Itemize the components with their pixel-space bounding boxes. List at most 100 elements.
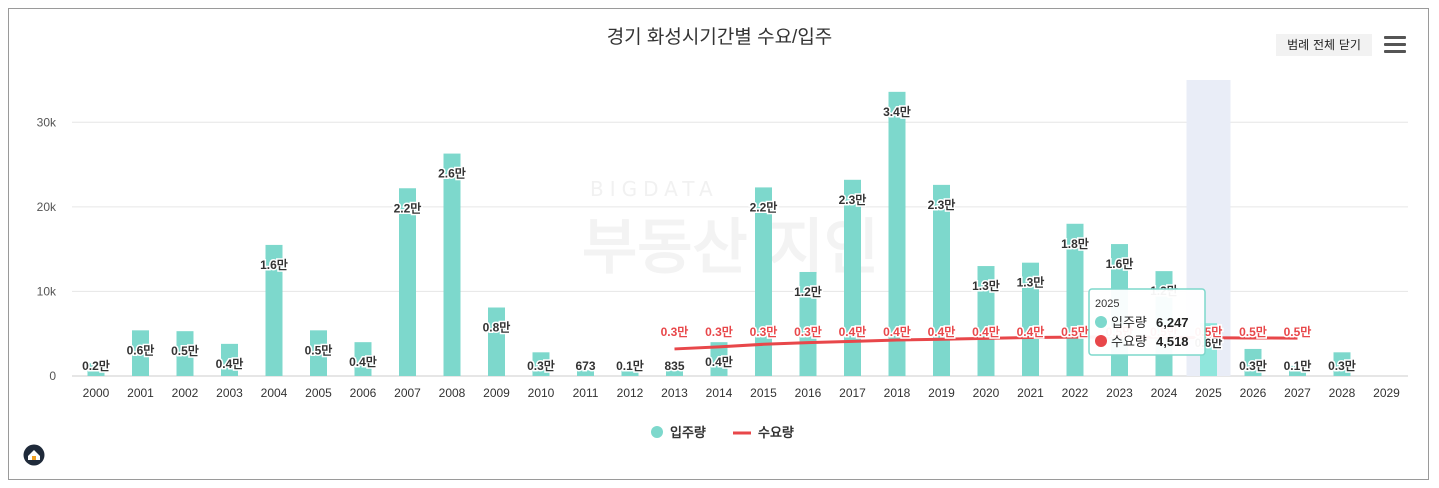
bar-2014[interactable] xyxy=(710,342,728,376)
x-tick-label: 2020 xyxy=(973,386,1000,400)
bar-2003[interactable] xyxy=(221,343,238,376)
bar-2000[interactable] xyxy=(87,363,105,376)
tooltip-supply-dot xyxy=(1095,316,1107,328)
bar-2004[interactable] xyxy=(265,244,283,376)
x-tick-label: 2029 xyxy=(1373,386,1400,400)
watermark: BIGDATA 부동산 지인 xyxy=(582,177,879,283)
bar-label-2011: 673 xyxy=(575,359,595,373)
x-tick-label: 2023 xyxy=(1106,386,1133,400)
watermark-main: 부동산 지인 xyxy=(582,213,879,283)
x-tick-label: 2028 xyxy=(1329,386,1356,400)
demand-label-2021: 0.4만 xyxy=(1017,324,1045,339)
x-tick-label: 2016 xyxy=(795,386,822,400)
bar-2019[interactable] xyxy=(933,184,950,376)
bar-2007[interactable] xyxy=(399,188,416,376)
x-tick-label: 2007 xyxy=(394,386,421,400)
bar-label-2023: 1.6만 xyxy=(1106,256,1134,271)
bar-2002[interactable] xyxy=(176,331,194,376)
x-tick-label: 2003 xyxy=(216,386,243,400)
bar-2026[interactable] xyxy=(1244,348,1262,376)
x-tick-label: 2001 xyxy=(127,386,154,400)
y-tick-label: 20k xyxy=(37,200,57,214)
bar-label-2006: 0.4만 xyxy=(349,354,377,369)
tooltip-demand-label: 수요량 xyxy=(1111,334,1147,349)
chart-title: 경기 화성시기간별 수요/입주 xyxy=(606,27,833,48)
bar-2012[interactable] xyxy=(621,368,639,376)
bar-2010[interactable] xyxy=(532,352,550,376)
bar-2020[interactable] xyxy=(977,266,995,376)
legend-demand-label[interactable]: 수요량 xyxy=(758,425,794,440)
bar-2006[interactable] xyxy=(354,342,372,376)
bar-label-2009: 0.8만 xyxy=(483,319,511,334)
x-tick-label: 2014 xyxy=(706,386,733,400)
bar-2005[interactable] xyxy=(310,330,327,376)
bar-label-2005: 0.5만 xyxy=(305,342,333,357)
demand-label-2019: 0.4만 xyxy=(928,324,956,339)
x-tick-label: 2015 xyxy=(750,386,777,400)
bar-label-2028: 0.3만 xyxy=(1328,358,1356,373)
bar-2027[interactable] xyxy=(1289,365,1306,376)
bar-2001[interactable] xyxy=(132,330,149,376)
bar-label-2020: 1.3만 xyxy=(972,278,1000,293)
bar-label-2026: 0.3만 xyxy=(1239,358,1267,373)
bar-2011[interactable] xyxy=(577,370,594,376)
x-tick-label: 2002 xyxy=(172,386,199,400)
bar-label-2012: 0.1만 xyxy=(616,358,644,373)
bar-label-2018: 3.4만 xyxy=(883,104,911,119)
x-tick-label: 2019 xyxy=(928,386,955,400)
bar-label-2019: 2.3만 xyxy=(928,197,956,212)
bar-2016[interactable] xyxy=(799,271,817,376)
bar-label-2021: 1.3만 xyxy=(1017,275,1045,290)
x-tick-label: 2013 xyxy=(661,386,688,400)
bar-label-2017: 2.3만 xyxy=(839,192,867,207)
demand-label-2027: 0.5만 xyxy=(1284,324,1312,339)
bar-label-2002: 0.5만 xyxy=(171,343,199,358)
demand-label-2013: 0.3만 xyxy=(661,324,689,339)
x-tick-label: 2012 xyxy=(617,386,644,400)
demand-label-2018: 0.4만 xyxy=(883,324,911,339)
bar-2021[interactable] xyxy=(1022,262,1039,376)
x-tick-label: 2000 xyxy=(83,386,110,400)
bar-2015[interactable] xyxy=(755,187,772,376)
demand-label-2022: 0.5만 xyxy=(1061,324,1089,339)
legend-toggle-button[interactable]: 범례 전체 닫기 xyxy=(1276,34,1372,56)
tooltip-demand-dot xyxy=(1095,335,1107,347)
bar-2017[interactable] xyxy=(844,179,861,376)
demand-label-2026: 0.5만 xyxy=(1239,324,1267,339)
x-tick-label: 2024 xyxy=(1151,386,1178,400)
x-tick-label: 2017 xyxy=(839,386,866,400)
bar-2028[interactable] xyxy=(1333,352,1351,376)
x-tick-label: 2006 xyxy=(350,386,377,400)
x-tick-label: 2027 xyxy=(1284,386,1311,400)
bar-2009[interactable] xyxy=(488,307,505,376)
x-tick-label: 2004 xyxy=(261,386,288,400)
x-tick-label: 2026 xyxy=(1240,386,1267,400)
tooltip-box xyxy=(1088,288,1206,356)
tooltip-supply-label: 입주량 xyxy=(1111,315,1147,330)
demand-label-2014: 0.3만 xyxy=(705,324,733,339)
x-tick-label: 2021 xyxy=(1017,386,1044,400)
home-logo-icon[interactable] xyxy=(23,444,45,466)
bar-2013[interactable] xyxy=(666,368,683,376)
x-tick-label: 2022 xyxy=(1062,386,1089,400)
legend-supply-marker[interactable] xyxy=(651,426,663,438)
x-tick-label: 2011 xyxy=(573,386,599,400)
bar-2008[interactable] xyxy=(443,153,461,376)
legend-supply-label[interactable]: 입주량 xyxy=(670,425,706,440)
legend: 입주량 수요량 xyxy=(651,425,794,440)
bar-label-2015: 2.2만 xyxy=(750,199,778,214)
x-tick-label: 2018 xyxy=(884,386,911,400)
demand-label-2020: 0.4만 xyxy=(972,324,1000,339)
x-tick-label: 2005 xyxy=(305,386,332,400)
y-tick-label: 30k xyxy=(37,115,57,129)
bar-2018[interactable] xyxy=(888,91,906,376)
demand-label-2016: 0.3만 xyxy=(794,324,822,339)
x-tick-label: 2010 xyxy=(528,386,555,400)
tooltip-demand-value: 4,518 xyxy=(1156,334,1189,349)
hamburger-menu-icon[interactable] xyxy=(1384,36,1406,54)
x-tick-label: 2025 xyxy=(1195,386,1222,400)
tooltip-supply-value: 6,247 xyxy=(1156,315,1189,330)
bar-label-2016: 1.2만 xyxy=(794,284,822,299)
watermark-top: BIGDATA xyxy=(590,177,719,201)
